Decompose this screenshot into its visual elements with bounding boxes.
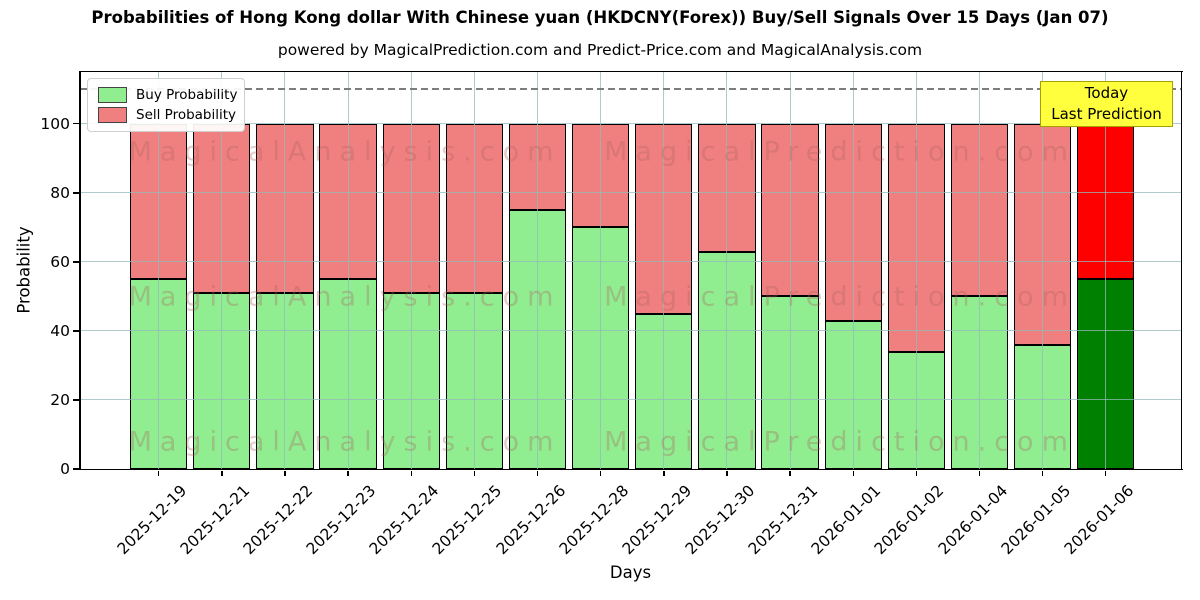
x-tick-mark xyxy=(663,470,665,476)
axis-spine-right xyxy=(1180,70,1183,471)
v-gridline xyxy=(347,72,349,469)
v-gridline xyxy=(979,72,981,469)
y-tick-label: 80 xyxy=(50,183,70,202)
x-tick-mark xyxy=(978,470,981,476)
v-gridline xyxy=(600,72,602,469)
chart-subtitle: powered by MagicalPrediction.com and Pre… xyxy=(277,41,923,59)
x-tick-mark xyxy=(789,470,791,476)
y-tick-label: 40 xyxy=(50,321,70,340)
x-tick-mark xyxy=(1105,470,1107,476)
axis-spine-top xyxy=(79,70,1183,72)
h-gridline xyxy=(80,123,1181,125)
chart-title: Probabilities of Hong Kong dollar With C… xyxy=(91,8,1109,27)
x-tick-mark xyxy=(221,470,223,476)
legend-label-buy: Buy Probability xyxy=(136,87,238,103)
dashed-threshold-line xyxy=(80,88,1181,91)
x-tick-mark xyxy=(852,470,854,476)
x-tick-mark xyxy=(726,470,728,476)
legend-label-sell: Sell Probability xyxy=(136,107,237,123)
x-tick-mark xyxy=(1041,470,1044,476)
today-annotation: Today Last Prediction xyxy=(1040,81,1173,127)
v-gridline xyxy=(852,72,854,469)
x-tick-mark xyxy=(284,470,286,476)
legend: Buy Probability Sell Probability xyxy=(87,78,245,132)
v-gridline xyxy=(1105,72,1107,469)
watermark-text: MagicalAnalysis.com xyxy=(128,136,562,168)
h-gridline xyxy=(80,192,1181,194)
x-tick-label: 2025-12-19 xyxy=(113,481,191,559)
legend-item-buy: Buy Probability xyxy=(98,87,238,103)
watermark-text: MagicalPrediction.com xyxy=(604,426,1076,458)
x-tick-mark xyxy=(347,470,349,476)
y-tick-label: 60 xyxy=(50,252,70,271)
y-tick-mark xyxy=(72,399,79,401)
x-tick-mark xyxy=(536,470,539,476)
v-gridline xyxy=(473,72,475,469)
v-gridline xyxy=(663,72,665,469)
v-gridline xyxy=(158,72,160,469)
axis-spine-left xyxy=(79,70,81,471)
today-annotation-line2: Last Prediction xyxy=(1051,105,1162,123)
x-tick-mark xyxy=(158,470,160,476)
x-tick-mark xyxy=(473,470,476,476)
watermark-text: MagicalAnalysis.com xyxy=(128,281,562,313)
x-tick-mark xyxy=(599,470,602,476)
h-gridline xyxy=(80,261,1181,263)
y-tick-mark xyxy=(72,192,79,194)
v-gridline xyxy=(284,72,286,469)
sell-swatch-icon xyxy=(98,107,127,123)
watermark-text: MagicalAnalysis.com xyxy=(128,426,562,458)
watermark-text: MagicalPrediction.com xyxy=(604,281,1076,313)
x-axis-label: Days xyxy=(609,563,652,582)
watermark-text: MagicalPrediction.com xyxy=(604,136,1076,168)
plot-area: MagicalAnalysis.com MagicalPrediction.com… xyxy=(80,72,1181,469)
v-gridline xyxy=(410,72,412,469)
v-gridline xyxy=(915,72,917,469)
y-tick-mark xyxy=(72,330,79,332)
y-tick-mark xyxy=(72,468,79,470)
legend-item-sell: Sell Probability xyxy=(98,107,237,123)
x-tick-mark xyxy=(915,470,918,476)
y-tick-label: 0 xyxy=(60,460,70,478)
v-gridline xyxy=(726,72,728,469)
buy-swatch-icon xyxy=(98,87,127,103)
v-gridline xyxy=(537,72,539,469)
today-annotation-line1: Today xyxy=(1084,84,1129,102)
y-tick-mark xyxy=(72,261,79,263)
y-tick-mark xyxy=(72,123,79,125)
x-tick-mark xyxy=(410,470,412,476)
v-gridline xyxy=(789,72,791,469)
h-gridline xyxy=(80,330,1181,332)
axis-spine-bottom xyxy=(79,469,1183,471)
h-gridline xyxy=(80,399,1181,401)
y-tick-label: 20 xyxy=(50,390,70,409)
y-tick-label: 100 xyxy=(40,114,70,133)
v-gridline xyxy=(1042,72,1044,469)
v-gridline xyxy=(221,72,223,469)
